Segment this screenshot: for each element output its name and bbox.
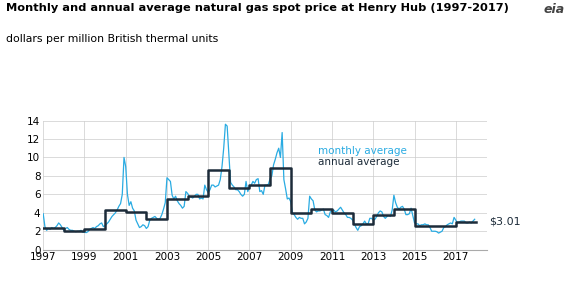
Text: monthly average: monthly average bbox=[317, 146, 407, 156]
Text: annual average: annual average bbox=[317, 158, 399, 167]
Text: dollars per million British thermal units: dollars per million British thermal unit… bbox=[6, 34, 218, 44]
Text: eia: eia bbox=[543, 3, 564, 16]
Text: $3.01: $3.01 bbox=[490, 217, 521, 227]
Text: Monthly and annual average natural gas spot price at Henry Hub (1997-2017): Monthly and annual average natural gas s… bbox=[6, 3, 509, 13]
